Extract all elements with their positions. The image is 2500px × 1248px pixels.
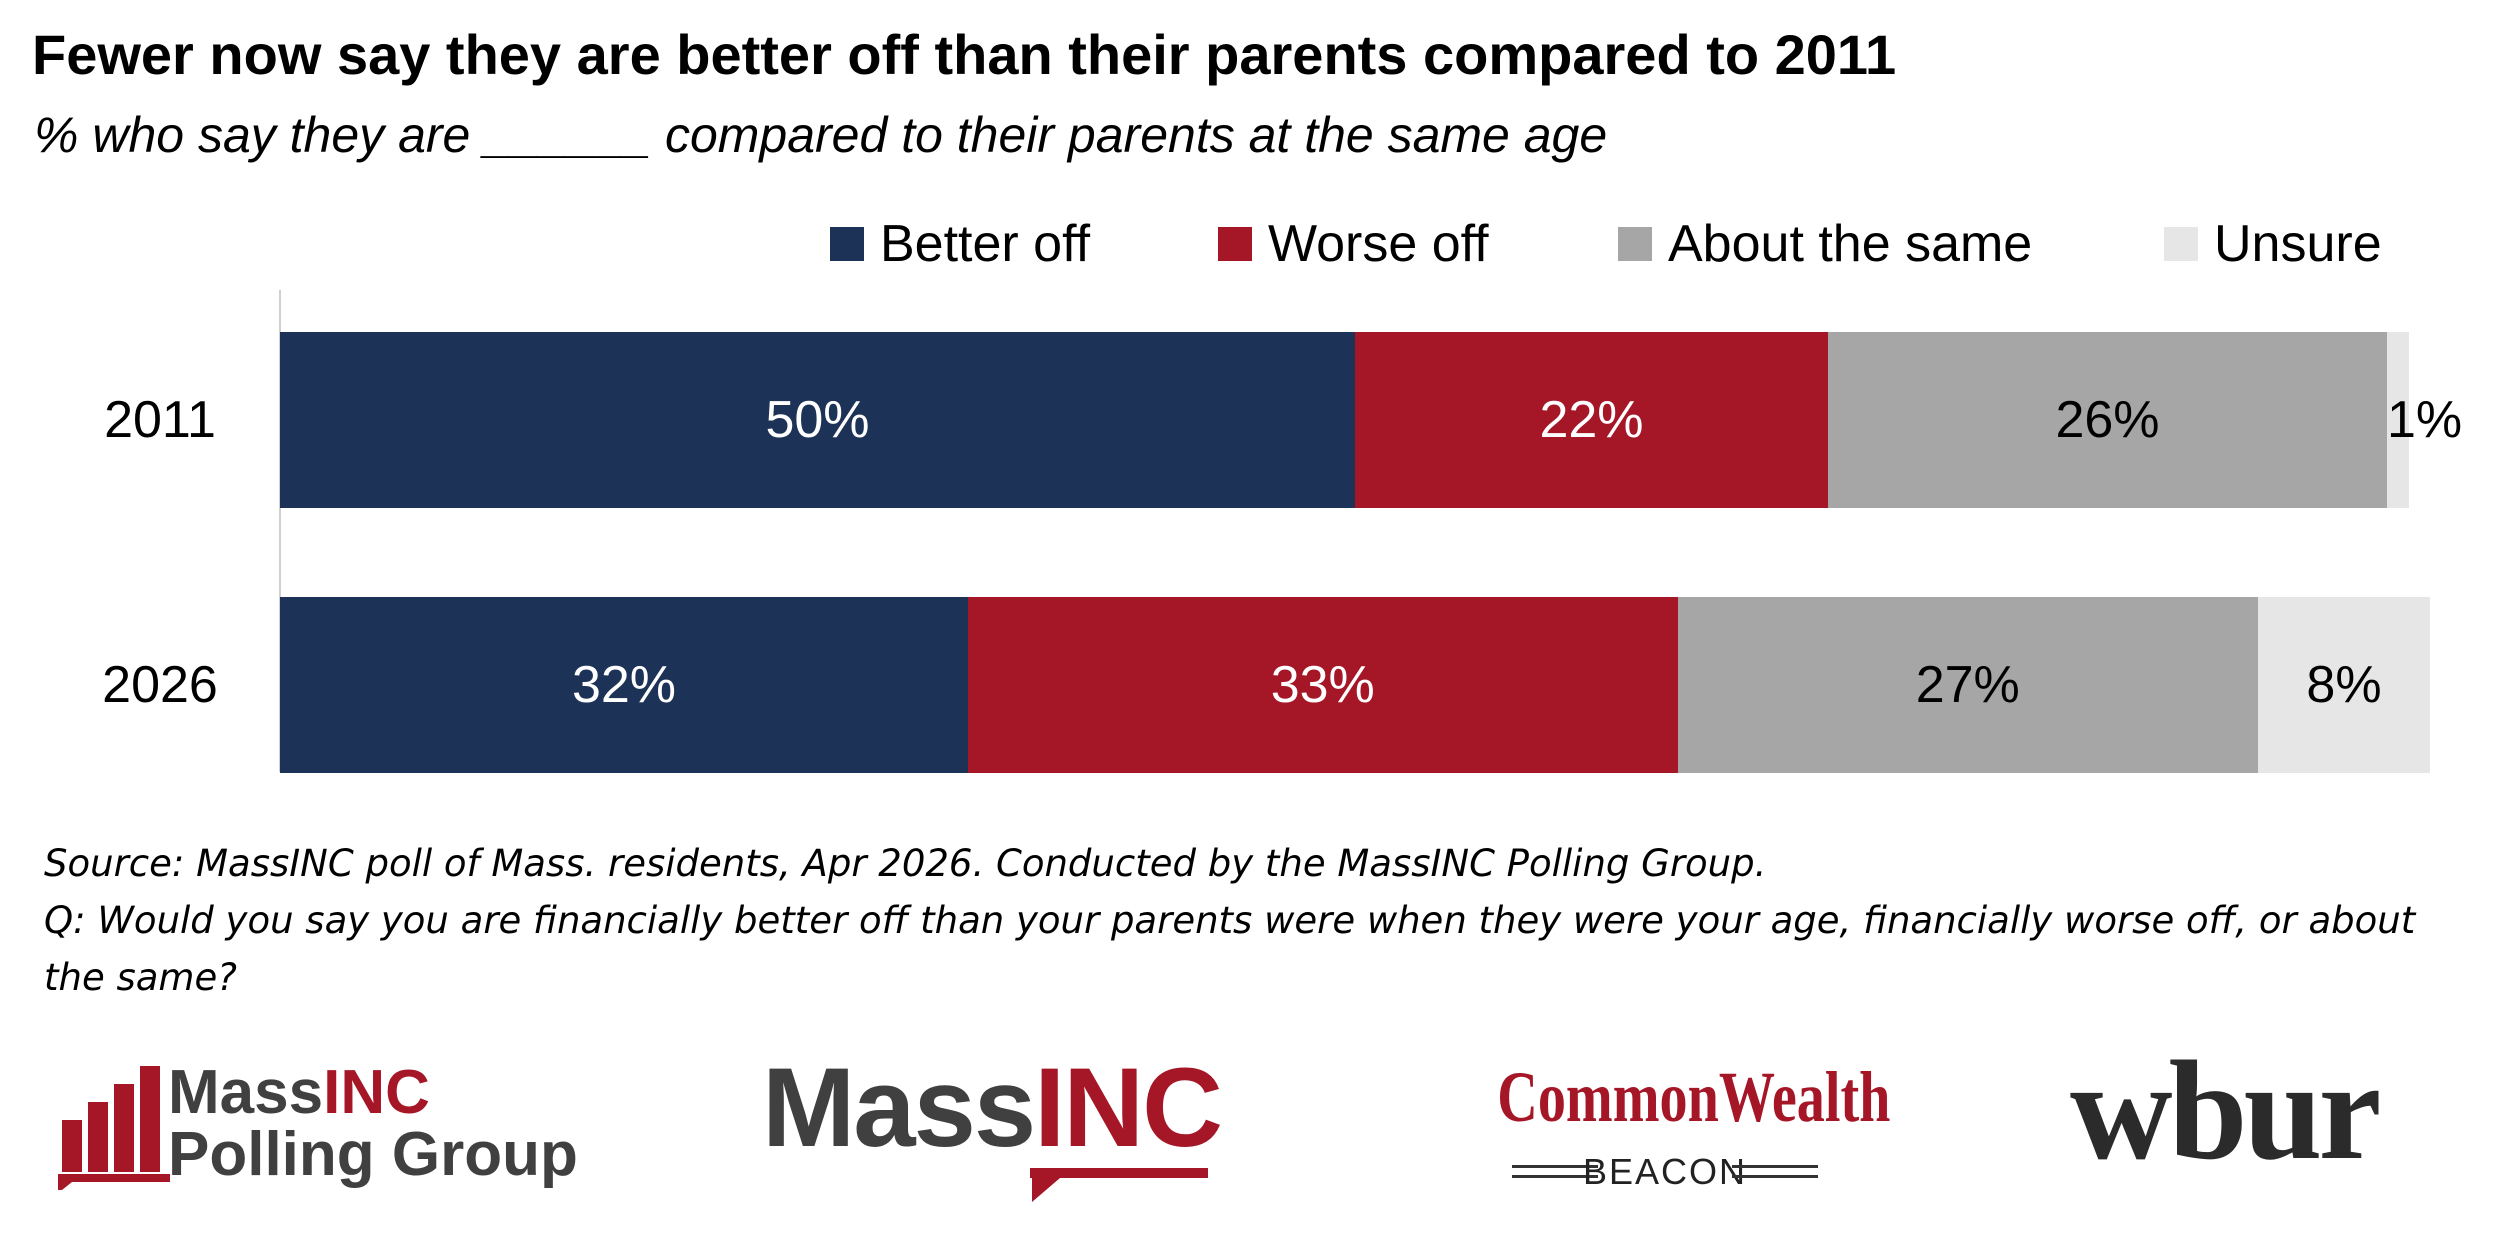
bar-segment-about-the-same-2011: 26% [1828, 332, 2387, 508]
bar-segment-worse-off-2026: 33% [968, 597, 1678, 773]
speech-tail-underline-icon [1030, 1168, 1208, 1202]
chart-subtitle: % who say they are ______ compared to th… [34, 107, 1608, 163]
category-label-2011: 2011 [104, 391, 216, 449]
data-label: 32% [571, 656, 677, 714]
bar-segment-better-off-2011: 50% [280, 332, 1355, 508]
source-note: Source: MassINC poll of Mass. residents,… [44, 842, 1767, 885]
bar-segment-unsure-2026: 8% [2258, 597, 2430, 773]
massinc-logo: MassINC [762, 1045, 1223, 1208]
bar-segment-about-the-same-2026: 27% [1677, 597, 2258, 773]
chart-title: Fewer now say they are better off than t… [32, 23, 1897, 86]
legend-swatch [1618, 227, 1652, 261]
logo-text-inc: INC [323, 1058, 430, 1127]
data-label: 33% [1270, 656, 1375, 714]
bar-segment-unsure-2011: 1% [2387, 332, 2462, 508]
beacon-wordmark: BEACON [1582, 1151, 1748, 1192]
legend-item-about-the-same: About the same [1618, 214, 2032, 274]
legend-swatch [2164, 227, 2198, 261]
question-note-line2: the same? [44, 956, 237, 999]
beacon-rule-right [1732, 1165, 1818, 1168]
legend-swatch [1218, 227, 1252, 261]
beacon-rule-right [1732, 1175, 1818, 1178]
legend-label: About the same [1668, 215, 2033, 273]
wbur-logo: wbur [2070, 1031, 2382, 1189]
logo-text-mass: Mass [762, 1045, 1036, 1170]
data-label: 50% [765, 391, 870, 449]
legend-item-unsure: Unsure [2164, 214, 2382, 274]
logo-text-inc: INC [1034, 1045, 1223, 1170]
legend-label: Unsure [2214, 215, 2382, 273]
question-note-line1: Q: Would you say you are financially bet… [44, 899, 2416, 942]
massinc-polling-line1: MassINC [168, 1060, 430, 1126]
legend-label: Worse off [1268, 215, 1489, 273]
logo-text-mass: Mass [168, 1058, 324, 1127]
data-label: 26% [2055, 391, 2160, 449]
legend-item-worse-off: Worse off [1218, 214, 1489, 274]
beacon-rule-left [1512, 1165, 1598, 1168]
legend-item-better-off: Better off [830, 214, 1090, 274]
data-label: 1% [2387, 391, 2463, 449]
beacon-rule-left [1512, 1175, 1598, 1178]
legend-label: Better off [880, 215, 1091, 273]
data-label: 27% [1915, 656, 2020, 714]
commonwealth-wordmark: CommonWealth [1497, 1057, 1891, 1137]
massinc-polling-group-logo: MassINC Polling Group [58, 1060, 598, 1190]
massinc-polling-line2: Polling Group [168, 1120, 578, 1189]
data-label: 22% [1539, 391, 1644, 449]
bar-segment-better-off-2026: 32% [280, 597, 968, 773]
legend-swatch [830, 227, 864, 261]
category-axis-line [279, 290, 281, 772]
category-label-2026: 2026 [102, 656, 218, 714]
commonwealth-beacon-logo: CommonWealth BEACON [1450, 1055, 1891, 1195]
data-label: 8% [2306, 656, 2382, 714]
bar-chart-mark-icon [58, 1066, 170, 1190]
bar-segment-worse-off-2011: 22% [1355, 332, 1828, 508]
